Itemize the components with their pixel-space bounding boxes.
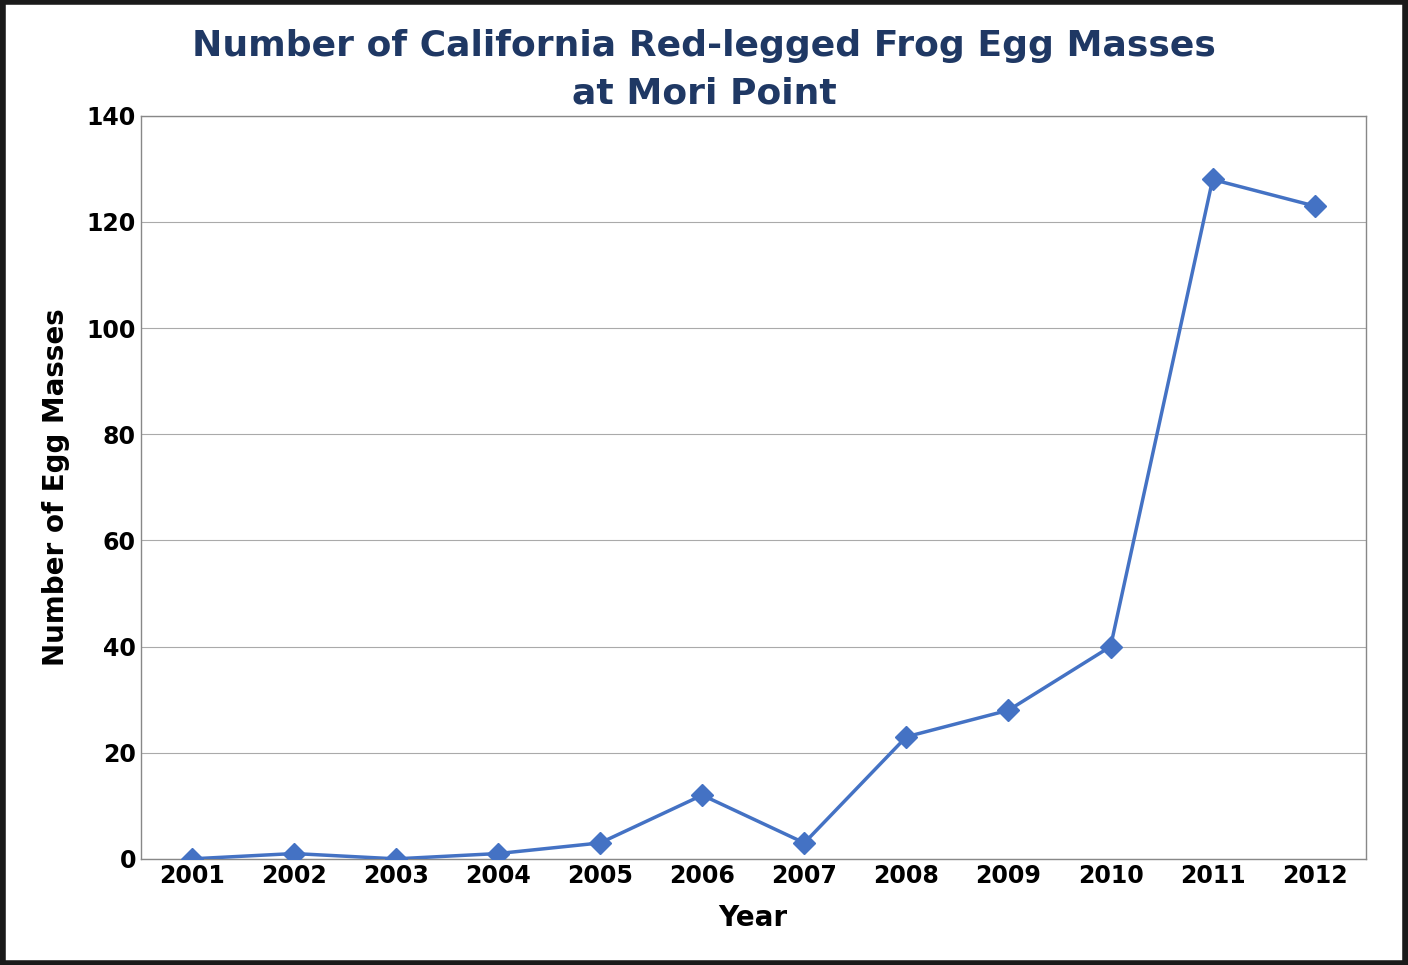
Y-axis label: Number of Egg Masses: Number of Egg Masses [42,309,70,666]
X-axis label: Year: Year [718,904,788,932]
Text: Number of California Red-legged Frog Egg Masses
at Mori Point: Number of California Red-legged Frog Egg… [191,29,1217,110]
